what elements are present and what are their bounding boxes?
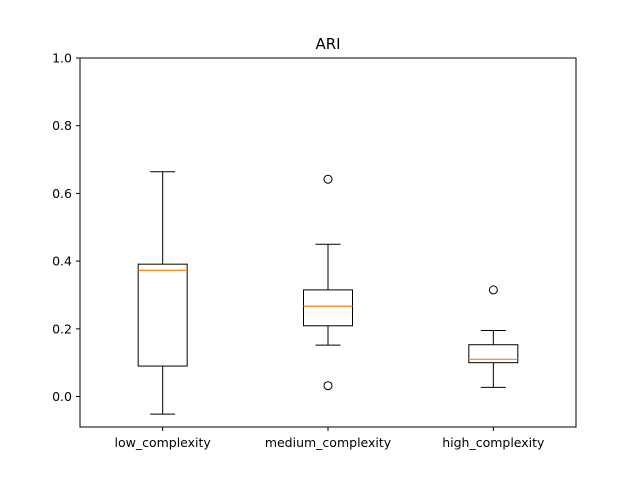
- outlier-point: [488, 285, 498, 295]
- plot-area: 0.0 0.2 0.4 0.6 0.8 1.0 low_complexity medium_c…: [52, 51, 545, 451]
- y-tick-label: 0.4: [52, 254, 72, 269]
- box: [303, 289, 353, 327]
- y-tick-label: 0.0: [52, 389, 72, 404]
- box: [468, 344, 519, 364]
- outlier-point: [323, 174, 333, 184]
- x-tick-label: medium_complexity: [265, 435, 392, 450]
- y-tick-label: 0.8: [52, 118, 72, 133]
- x-tick-label: low_complexity: [114, 435, 211, 450]
- y-tick-label: 0.2: [52, 321, 72, 336]
- box: [137, 263, 188, 367]
- plot-frame: [79, 57, 577, 428]
- chart-title: ARI: [315, 35, 340, 53]
- outlier-point: [323, 381, 333, 391]
- y-tick-label: 0.6: [52, 186, 72, 201]
- y-tick-label: 1.0: [52, 51, 72, 66]
- x-tick-label: high_complexity: [442, 435, 545, 450]
